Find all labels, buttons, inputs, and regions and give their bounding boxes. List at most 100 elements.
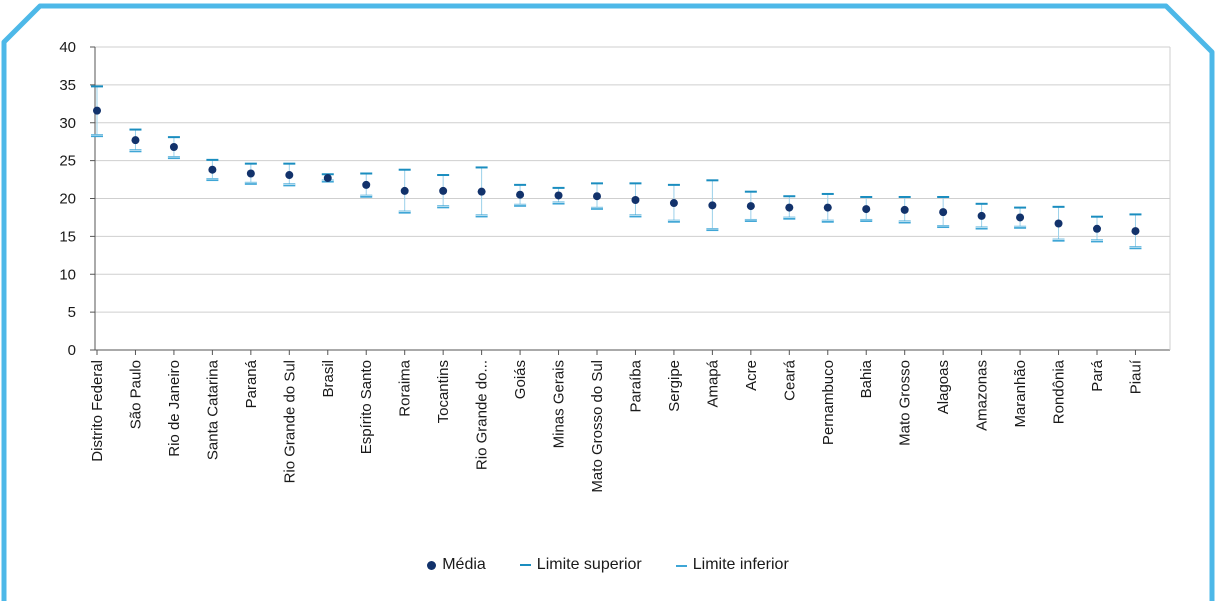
lower-limit-mark bbox=[937, 225, 950, 229]
lower-limit-mark bbox=[667, 219, 680, 223]
mean-point bbox=[1054, 219, 1063, 228]
mean-point bbox=[1093, 224, 1101, 233]
x-tick-label: Maranhão bbox=[1012, 360, 1029, 428]
lower-limit-mark bbox=[206, 178, 219, 182]
x-tick-label: Tocantins bbox=[435, 360, 452, 423]
mean-point bbox=[823, 203, 832, 212]
x-tick-label: Distrito Federal bbox=[89, 360, 106, 462]
legend-item-mean: Média bbox=[427, 556, 486, 574]
x-tick-label: Pará bbox=[1089, 359, 1106, 391]
x-tick-label: Rio de Janeiro bbox=[166, 360, 183, 457]
mean-point bbox=[131, 136, 140, 145]
lower-limit-mark bbox=[129, 149, 142, 153]
legend-item-lower: Limite inferior bbox=[675, 556, 789, 574]
x-tick-label: Rio Grande do... bbox=[474, 360, 491, 470]
x-tick-label: Santa Catarina bbox=[204, 359, 221, 460]
mean-point bbox=[708, 201, 717, 210]
lower-limit-mark bbox=[860, 218, 873, 222]
x-tick-label: Alagoas bbox=[935, 360, 952, 414]
lower-limit-mark bbox=[821, 219, 834, 223]
lower-limit-mark bbox=[629, 214, 642, 218]
x-tick-label: Rondônia bbox=[1051, 359, 1068, 424]
label-layer: 0 5 10 15 20 25 30 35 40 Distrito Federal São Paul… bbox=[59, 39, 1144, 493]
y-tick-label: 15 bbox=[59, 228, 76, 245]
lower-limit-mark bbox=[244, 181, 257, 185]
y-tick-label: 0 bbox=[68, 342, 76, 359]
lower-limit-mark bbox=[398, 210, 411, 214]
y-tick-label: 20 bbox=[59, 191, 76, 208]
mean-point bbox=[900, 205, 909, 214]
x-tick-label: Goiás bbox=[512, 360, 529, 399]
lower-limit-mark bbox=[283, 183, 296, 187]
lower-limit-mark bbox=[898, 220, 911, 224]
mean-point bbox=[362, 180, 371, 189]
mean-point bbox=[285, 171, 294, 180]
axis-layer bbox=[90, 46, 1171, 355]
x-tick-label: Rio Grande do Sul bbox=[281, 360, 298, 483]
legend-label-mean: Média bbox=[442, 556, 486, 573]
x-tick-label: Roraima bbox=[397, 359, 414, 416]
lower-limit-mark bbox=[1129, 246, 1142, 250]
lower-dash-icon bbox=[675, 563, 687, 567]
mean-point bbox=[977, 211, 986, 220]
lower-limit-mark bbox=[475, 214, 488, 218]
lower-limit-mark bbox=[552, 201, 565, 205]
mean-point bbox=[939, 208, 948, 217]
lower-limit-mark bbox=[360, 194, 373, 198]
mean-point bbox=[1016, 213, 1025, 222]
mean-point bbox=[477, 187, 486, 196]
x-tick-label: Acre bbox=[743, 360, 760, 391]
x-tick-label: Bahia bbox=[858, 359, 875, 398]
lower-limit-mark bbox=[91, 134, 103, 138]
x-tick-label: Pernambuco bbox=[820, 360, 837, 445]
legend-item-upper: Limite superior bbox=[519, 556, 642, 574]
mean-dot-icon bbox=[427, 560, 437, 570]
lower-limit-mark bbox=[437, 205, 450, 209]
lower-limit-mark bbox=[783, 216, 796, 220]
marks-layer bbox=[91, 85, 1142, 250]
lower-limit-mark bbox=[975, 226, 988, 230]
x-tick-label: Sergipe bbox=[666, 360, 683, 412]
mean-point bbox=[93, 106, 101, 115]
mean-point bbox=[593, 192, 601, 201]
x-tick-label: Paraná bbox=[243, 359, 260, 408]
mean-point bbox=[169, 142, 178, 151]
upper-dash-icon bbox=[519, 564, 531, 566]
lower-limit-mark bbox=[744, 218, 757, 222]
mean-point bbox=[516, 190, 525, 199]
mean-point bbox=[862, 205, 871, 214]
x-tick-label: São Paulo bbox=[127, 360, 144, 429]
legend-label-upper: Limite superior bbox=[536, 556, 642, 573]
mean-point bbox=[669, 199, 678, 208]
mean-point bbox=[246, 169, 255, 178]
lower-limit-mark bbox=[1014, 225, 1027, 229]
y-tick-label: 40 bbox=[59, 39, 76, 56]
y-tick-label: 5 bbox=[68, 304, 76, 321]
x-tick-label: Paraíba bbox=[627, 359, 644, 412]
lower-limit-mark bbox=[706, 228, 719, 232]
mean-point bbox=[208, 165, 217, 174]
legend: Média Limite superior Limite inferior bbox=[0, 556, 1216, 574]
x-tick-label: Ceará bbox=[781, 359, 798, 401]
frame-border bbox=[1, 3, 1215, 601]
mean-point bbox=[400, 186, 409, 195]
lower-limit-mark bbox=[591, 206, 603, 210]
x-tick-label: Mato Grosso do Sul bbox=[589, 360, 606, 493]
lower-limit-mark bbox=[1052, 238, 1065, 242]
x-tick-label: Espírito Santo bbox=[358, 360, 375, 454]
x-tick-label: Minas Gerais bbox=[551, 360, 568, 448]
y-tick-label: 25 bbox=[59, 153, 76, 170]
whisker-layer bbox=[96, 86, 1136, 248]
lower-limit-mark bbox=[167, 156, 180, 160]
y-tick-label: 30 bbox=[59, 115, 76, 132]
lower-limit-mark bbox=[514, 203, 527, 207]
x-tick-label: Mato Grosso bbox=[897, 360, 914, 446]
legend-label-lower: Limite inferior bbox=[692, 556, 789, 573]
mean-point bbox=[631, 196, 640, 205]
x-tick-label: Amapá bbox=[704, 359, 721, 407]
mean-point bbox=[323, 174, 332, 183]
x-tick-label: Piauí bbox=[1127, 359, 1144, 394]
lower-limit-mark bbox=[1091, 239, 1103, 243]
